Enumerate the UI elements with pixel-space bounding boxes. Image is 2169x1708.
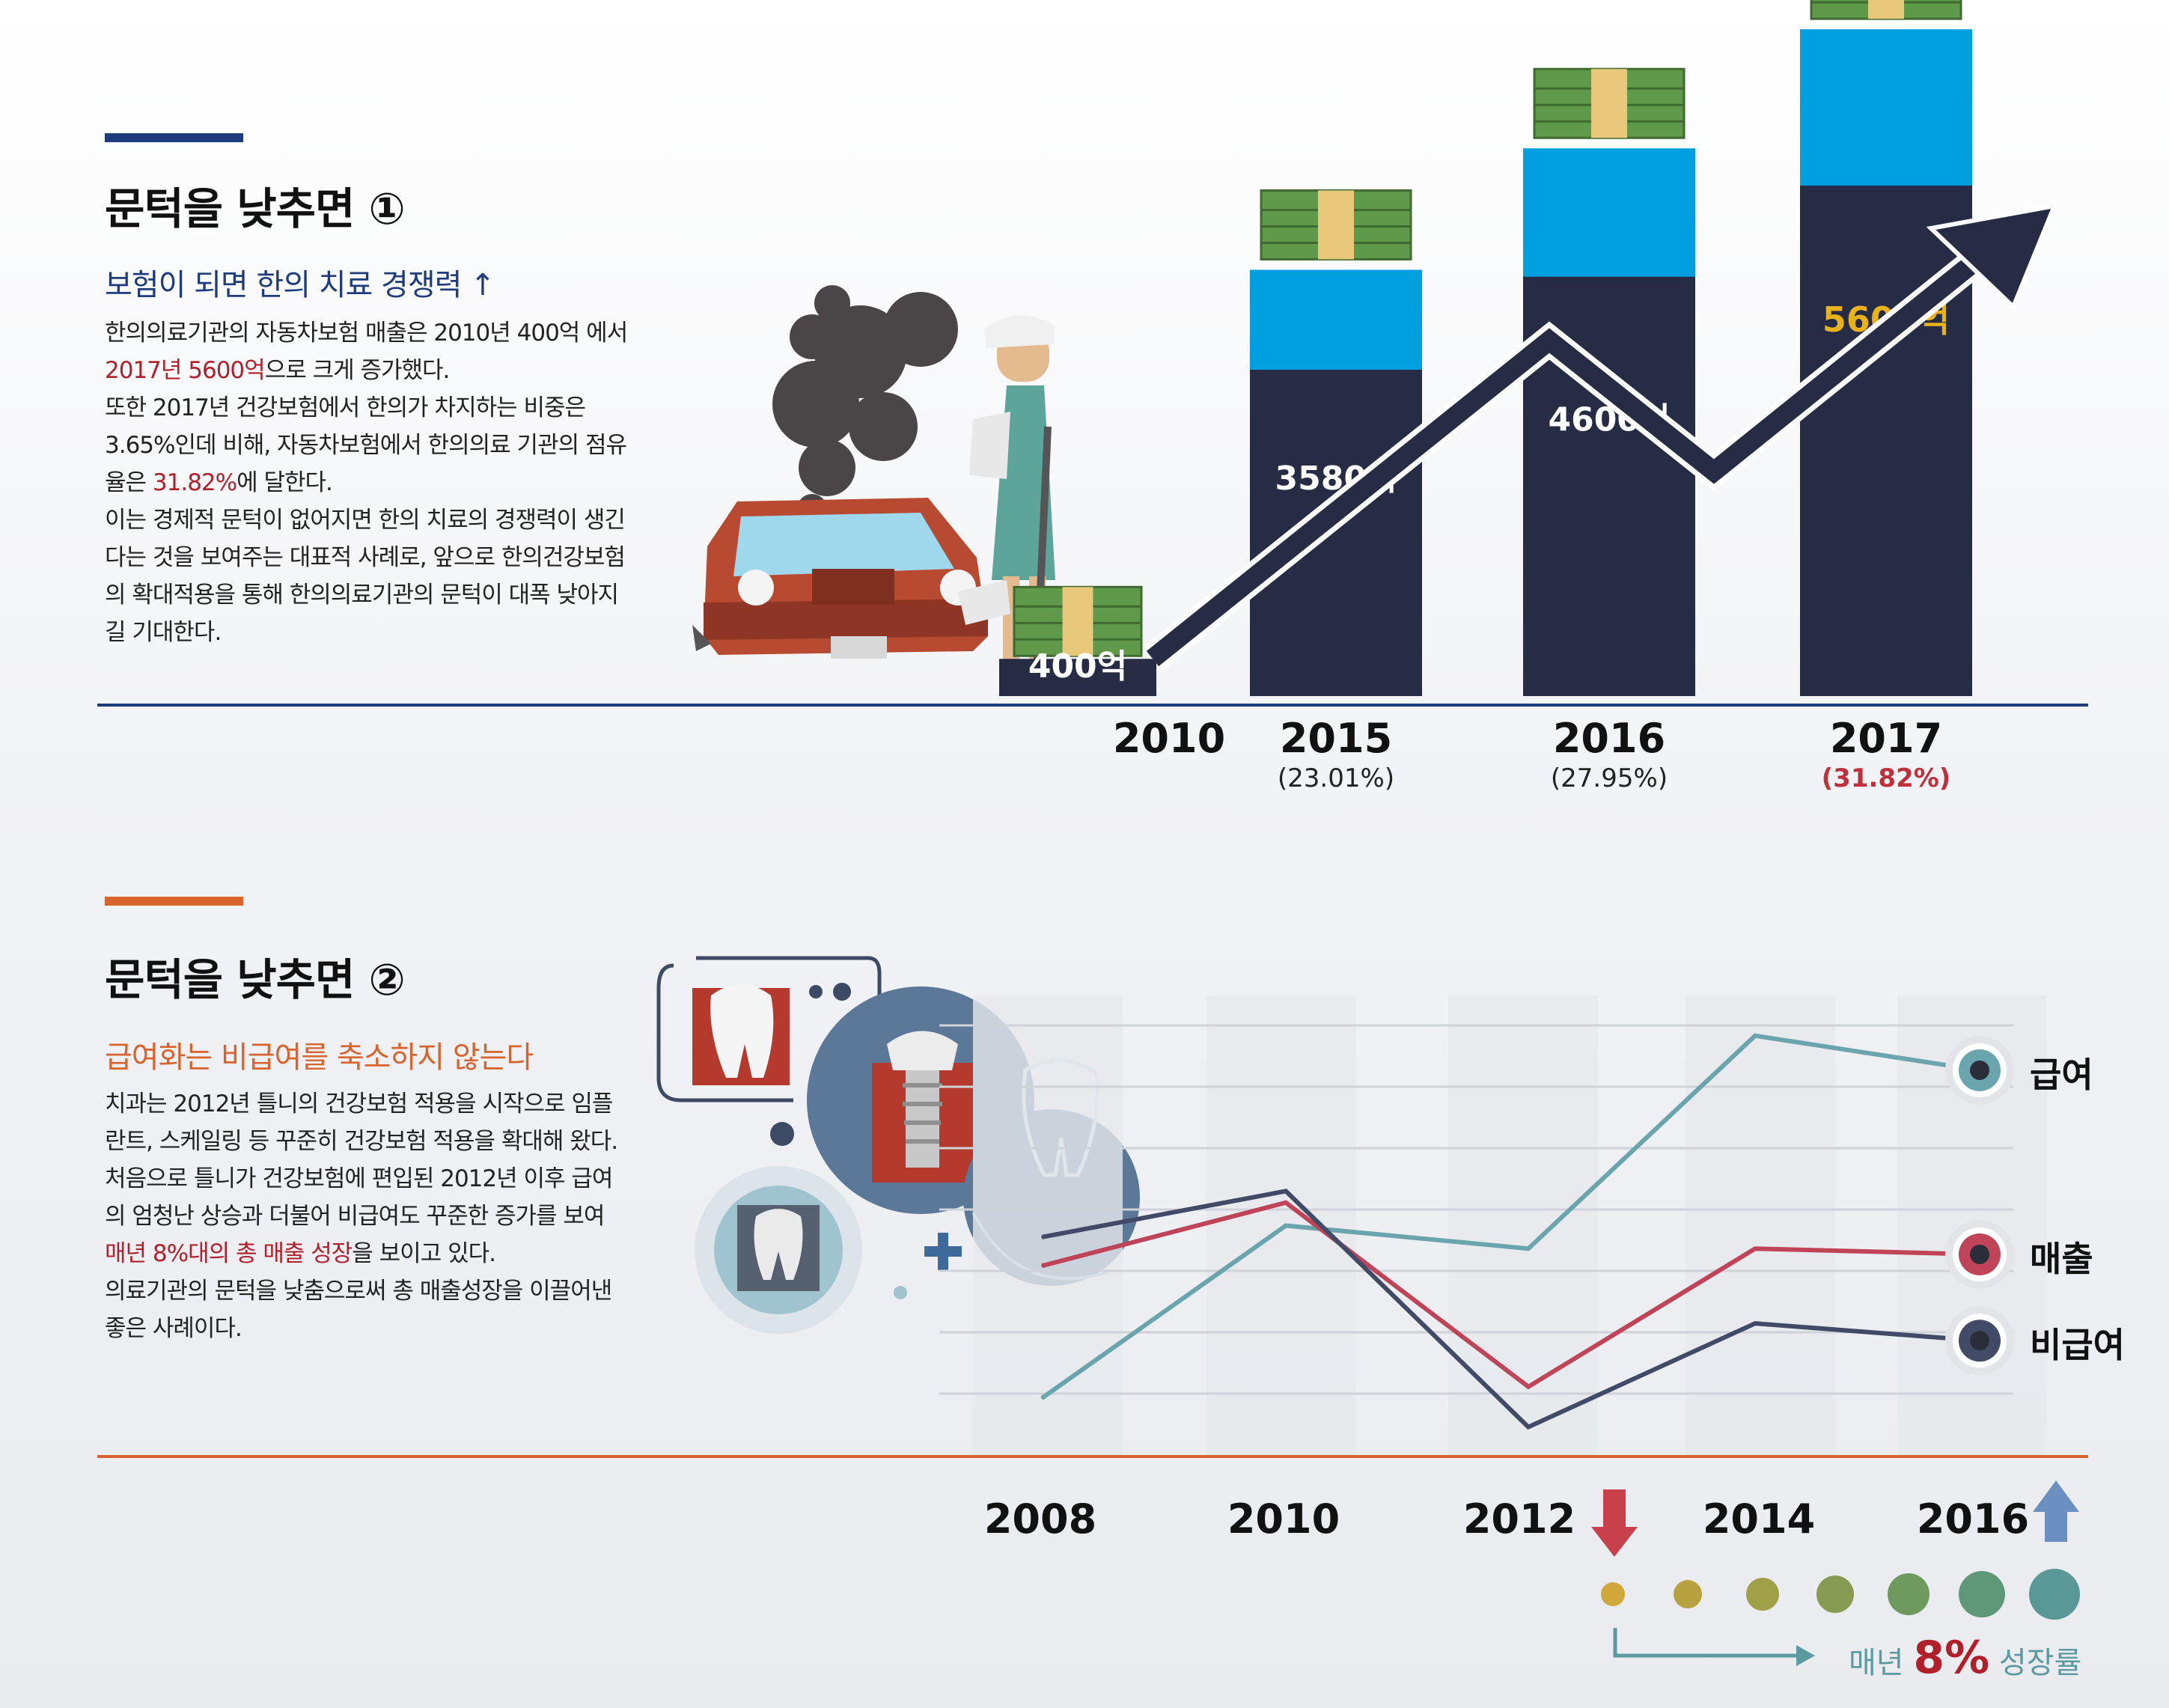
- growth-dot-6: [2029, 1569, 2080, 1620]
- x-label-2012: 2012: [1462, 1495, 1576, 1543]
- year-label-2010: 2010: [1112, 715, 1226, 762]
- section2-paragraph-2: 처음으로 틀니가 건강보험에 편입된 2012년 이후 급여의 엄청난 상승과 …: [105, 1165, 613, 1267]
- year-label-2017: 2017: [1829, 715, 1943, 762]
- bar-2010: [999, 585, 1156, 696]
- growth-dot-3: [1816, 1576, 1854, 1613]
- section2-paragraph-1: 치과는 2012년 틀니의 건강보험 적용을 시작으로 임플란트, 스케일링 등…: [105, 1091, 618, 1155]
- growth-dot-2: [1746, 1578, 1779, 1611]
- legend-label-매출: 매출: [2030, 1238, 2093, 1279]
- legend-label-비급여: 비급여: [2030, 1325, 2125, 1366]
- series-point-급여-2012: [1528, 1248, 1529, 1250]
- legend-marker-급여: [1945, 1035, 2014, 1105]
- series-point-매출-2014: [1754, 1248, 1756, 1250]
- growth-dot-4: [1888, 1573, 1929, 1615]
- series-point-매출-2008: [1041, 1265, 1043, 1267]
- series-point-매출-2010: [1285, 1201, 1287, 1204]
- growth-dot-0: [1601, 1582, 1625, 1606]
- growth-arrow-icon: [1796, 1645, 1815, 1666]
- series-point-비급여-2008: [1041, 1236, 1043, 1238]
- column-band-1: [1206, 995, 1356, 1456]
- up-arrow-icon: [2033, 1480, 2079, 1542]
- series-point-매출-2012: [1528, 1385, 1529, 1388]
- percent-label-2015: (23.01%): [1277, 763, 1395, 793]
- percent-label-2016: (27.95%): [1550, 763, 1668, 793]
- percent-label-2017: (31.82%): [1821, 763, 1951, 793]
- section1-body: 한의의료기관의 자동차보험 매출은 2010년 400억 에서 2017년 56…: [105, 314, 629, 651]
- bar-value-label-2010: 400억: [1028, 647, 1127, 686]
- series-point-비급여-2012: [1528, 1426, 1529, 1428]
- section1-paragraph-1: 한의의료기관의 자동차보험 매출은 2010년 400억 에서 2017년 56…: [105, 320, 628, 384]
- x-label-2010: 2010: [1227, 1495, 1340, 1543]
- section2-baseline: [97, 1455, 2088, 1458]
- section1-baseline: [97, 704, 2088, 707]
- bar-2010-navy: [999, 659, 1156, 696]
- column-band-3: [1686, 995, 1835, 1456]
- column-band-2: [1448, 995, 1598, 1456]
- series-point-비급여-2014: [1754, 1323, 1756, 1325]
- x-label-2016: 2016: [1916, 1495, 2030, 1543]
- series-point-급여-2014: [1754, 1034, 1756, 1037]
- section2-subtitle: 급여화는 비급여를 축소하지 않는다: [105, 1040, 534, 1075]
- legend-marker-매출: [1945, 1219, 2014, 1289]
- xray-tooth-icon: [754, 1209, 803, 1280]
- section1-title: 문턱을 낮추면 ①: [105, 183, 406, 234]
- series-point-급여-2010: [1285, 1224, 1287, 1227]
- growth-rate-label: 매년 8% 성장률: [1849, 1632, 2082, 1684]
- trend-arrow-line: [1146, 216, 2028, 667]
- legend-marker-비급여: [1945, 1306, 2014, 1376]
- section2-title: 문턱을 낮추면 ②: [105, 954, 406, 1005]
- section2-paragraph-3: 의료기관의 문턱을 낮춤으로써 총 매출성장을 이끌어낸 좋은 사례이다.: [105, 1278, 612, 1342]
- tooth-icon: [710, 984, 774, 1078]
- section2-body: 치과는 2012년 틀니의 건강보험 적용을 시작으로 임플란트, 스케일링 등…: [105, 1085, 629, 1347]
- implant-icon: [887, 1031, 958, 1070]
- series-point-비급여-2010: [1285, 1190, 1287, 1192]
- smoke-cloud: [772, 285, 958, 524]
- year-label-2016: 2016: [1552, 715, 1666, 762]
- x-label-2008: 2008: [983, 1495, 1097, 1543]
- section1-accent-bar: [105, 133, 243, 142]
- series-point-급여-2008: [1041, 1397, 1043, 1400]
- section2-accent-bar: [105, 897, 243, 906]
- illustration-frame: [696, 956, 882, 995]
- plus-icon: [924, 1233, 962, 1270]
- trend-arrow-head: [1926, 203, 2058, 311]
- down-arrow-icon: [1591, 1489, 1638, 1557]
- section1-subtitle: 보험이 되면 한의 치료 경쟁력 ↑: [105, 268, 495, 302]
- bar-2015: [1250, 189, 1422, 696]
- bar-2015-navy: [1250, 369, 1422, 696]
- growth-dot-1: [1674, 1580, 1702, 1608]
- year-label-2015: 2015: [1279, 715, 1393, 762]
- x-label-2014: 2014: [1702, 1495, 1816, 1543]
- growth-dot-5: [1959, 1571, 2005, 1617]
- section1-paragraph-3: 이는 경제적 문턱이 없어지면 한의 치료의 경쟁력이 생긴다는 것을 보여주는…: [105, 507, 626, 646]
- growth-connector: [1613, 1628, 1804, 1658]
- section1-paragraph-2: 또한 2017년 건강보험에서 한의가 차지하는 비중은 3.65%인데 비해,…: [105, 394, 627, 496]
- legend-label-급여: 급여: [2030, 1054, 2093, 1095]
- red-car: [692, 498, 988, 659]
